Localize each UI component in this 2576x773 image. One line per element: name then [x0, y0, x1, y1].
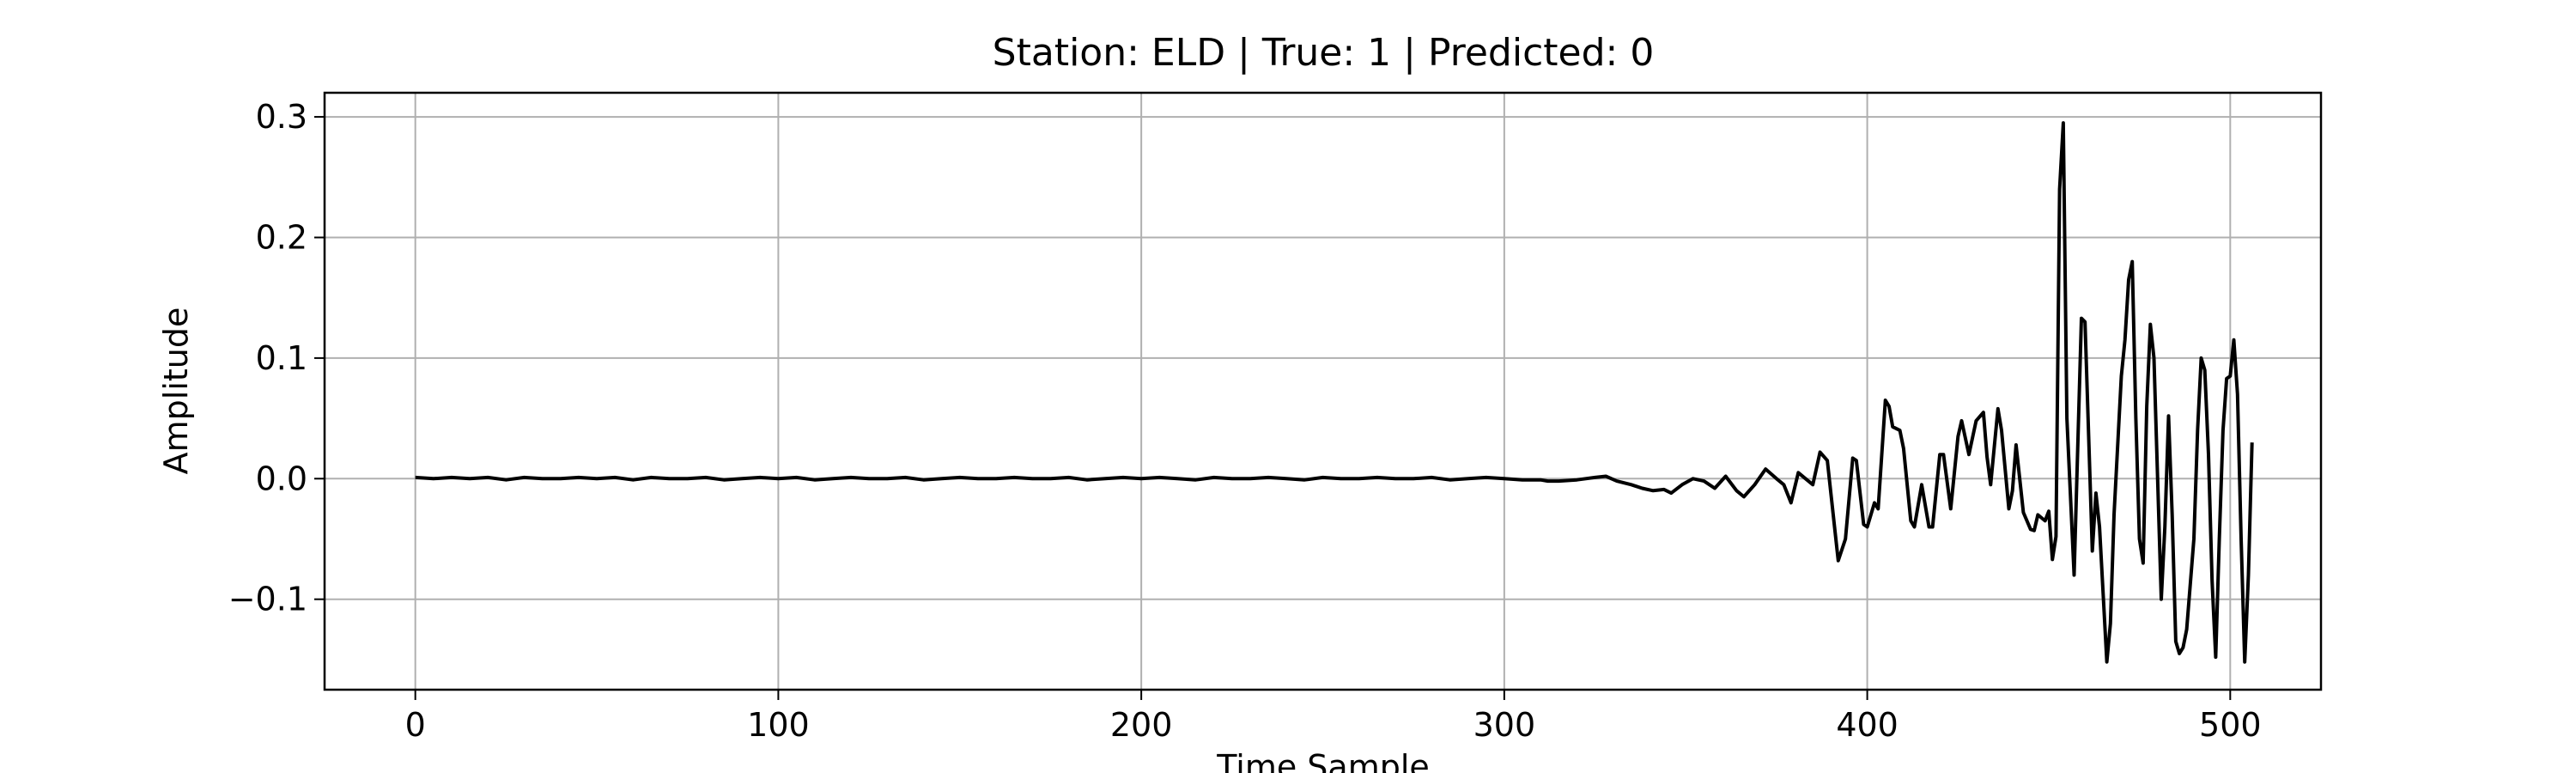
x-tick-label: 500 — [2199, 706, 2262, 744]
y-tick-label: 0.1 — [256, 339, 307, 377]
x-tick-label: 200 — [1110, 706, 1173, 744]
y-tick-label: 0.0 — [256, 460, 307, 497]
plot-frame — [323, 91, 2323, 691]
grid — [325, 93, 2321, 690]
axis-ticks: 0 100 200 300 400 500 −0.1 0.0 0.1 0.2 0.3 — [228, 98, 2262, 744]
plot-series — [415, 121, 2254, 664]
x-axis-label: Time Sample — [1216, 748, 1430, 773]
y-tick-label: 0.2 — [256, 218, 307, 256]
x-tick-label: 400 — [1836, 706, 1899, 744]
x-tick-label: 300 — [1473, 706, 1536, 744]
x-tick-label: 100 — [747, 706, 810, 744]
y-axis-label: Amplitude — [157, 307, 195, 475]
y-tick-label: 0.3 — [256, 98, 307, 136]
waveform-line — [415, 121, 2254, 664]
x-tick-label: 0 — [405, 706, 426, 744]
chart-title: Station: ELD | True: 1 | Predicted: 0 — [993, 31, 1655, 75]
y-tick-label: −0.1 — [228, 581, 307, 618]
